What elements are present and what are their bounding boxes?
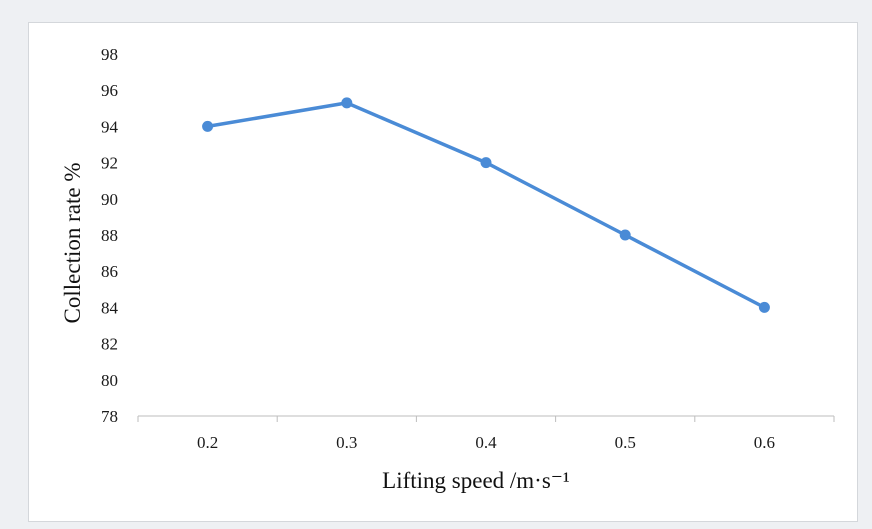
x-tick-label: 0.5: [615, 433, 636, 452]
y-axis-title: Collection rate %: [60, 163, 85, 324]
x-tick-label: 0.4: [475, 433, 497, 452]
axes: [137, 415, 835, 422]
x-axis-title: Lifting speed /m·s⁻¹: [382, 468, 570, 493]
data-point: [480, 157, 492, 169]
y-tick-label: 98: [101, 45, 118, 64]
y-tick-label: 94: [101, 117, 119, 136]
y-tick-labels: 78 80 82 84 86 88 90 92 94 96 98: [101, 45, 119, 426]
y-tick-label: 78: [101, 407, 118, 426]
y-tick-label: 86: [101, 262, 118, 281]
data-point: [758, 301, 770, 313]
x-tick-label: 0.2: [197, 433, 218, 452]
x-tick-labels: 0.2 0.3 0.4 0.5 0.6: [197, 433, 775, 452]
x-tick-label: 0.3: [336, 433, 357, 452]
chart-frame: [28, 22, 858, 522]
y-tick-label: 92: [101, 154, 118, 173]
y-tick-label: 84: [101, 298, 119, 317]
y-tick-label: 82: [101, 335, 118, 354]
y-tick-label: 80: [101, 371, 118, 390]
x-tick-marks: [137, 416, 835, 422]
data-point: [202, 120, 214, 132]
x-tick-label: 0.6: [754, 433, 775, 452]
data-point: [341, 97, 353, 109]
y-tick-label: 96: [101, 81, 118, 100]
y-tick-label: 88: [101, 226, 118, 245]
y-tick-label: 90: [101, 190, 118, 209]
series-layer: [202, 97, 770, 313]
series-line: [205, 101, 767, 310]
data-point: [619, 229, 631, 241]
